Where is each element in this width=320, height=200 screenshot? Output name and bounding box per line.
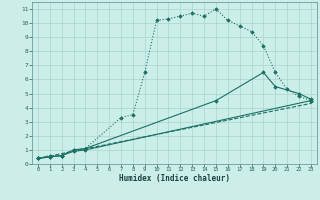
X-axis label: Humidex (Indice chaleur): Humidex (Indice chaleur) <box>119 174 230 183</box>
